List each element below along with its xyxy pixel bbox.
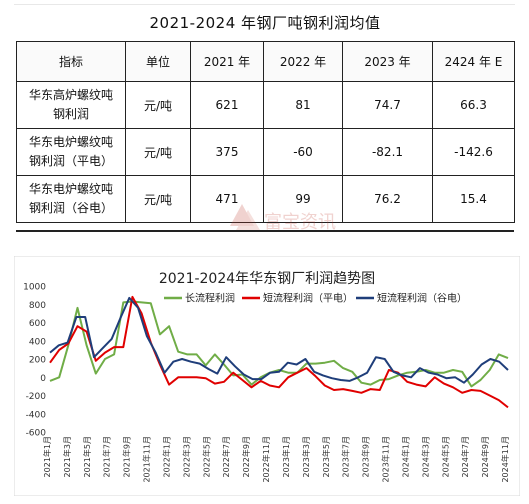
header-2021: 2021 年 [190,41,264,82]
watermark: 富宝资讯 [222,196,342,246]
y-tick-label: -400 [26,410,47,420]
x-tick-label: 2022年9月 [241,436,251,477]
profit-table: 指标 单位 2021 年 2022 年 2023 年 2424 年 E 华东高炉… [16,41,515,223]
x-axis: 2021年1月 2021年3月 2021年5月 2021年7月 2021年9月 2021年… [42,436,510,483]
legend-label: 长流程利润 [185,292,235,305]
indicator-line1: 华东高炉螺纹吨 [28,88,113,102]
x-tick-label: 2024年5月 [440,436,450,477]
x-tick-label: 2024年11月 [500,436,510,483]
x-tick-label: 2023年5月 [321,436,331,477]
value-cell: 74.7 [342,81,433,129]
x-tick-label: 2024年9月 [480,436,490,477]
indicator-line2: 钢利润（谷电） [28,201,113,215]
chart-svg: 2021-2024年华东钢厂利润趋势图 长流程利润 短流程利润（平电） 短流程利润（… [14,256,520,496]
y-axis: -600 -400 -200 0 200 400 600 800 1000 [23,283,46,439]
indicator-cell: 华东高炉螺纹吨 钢利润 [16,81,126,129]
x-tick-label: 2024年1月 [400,436,410,477]
x-tick-label: 2023年9月 [361,436,371,477]
x-tick-label: 2021年5月 [82,436,92,477]
value-cell: 375 [190,128,264,176]
value-cell: 66.3 [432,81,515,129]
value-cell: -60 [263,128,343,176]
x-tick-label: 2021年3月 [62,436,72,477]
table-header-row: 指标 单位 2021 年 2022 年 2023 年 2424 年 E [16,41,515,82]
x-tick-label: 2022年5月 [201,436,211,477]
value-cell: 99 [263,175,343,223]
x-tick-label: 2021年1月 [42,436,52,477]
header-indicator: 指标 [16,41,126,82]
value-cell: 15.4 [432,175,515,223]
x-tick-label: 2023年11月 [381,436,391,483]
table-row: 华东电炉螺纹吨 钢利润（谷电） 元/吨 471 99 76.2 15.4 [16,175,515,223]
y-tick-label: 200 [29,356,46,366]
table-title: 2021-2024 年钢厂吨钢利润均值 [149,14,381,32]
x-tick-label: 2022年3月 [181,436,191,477]
header-2023: 2023 年 [342,41,433,82]
header-2022: 2022 年 [263,41,343,82]
legend-label: 短流程利润（平电） [263,292,353,305]
unit-cell: 元/吨 [125,175,191,223]
header-unit: 单位 [125,41,191,82]
value-cell: 81 [263,81,343,129]
unit-cell: 元/吨 [125,128,191,176]
y-tick-label: 0 [40,374,46,384]
watermark-logo-icon [230,204,260,230]
x-tick-label: 2022年1月 [161,436,171,477]
x-tick-label: 2023年1月 [281,436,291,477]
y-tick-label: 800 [29,301,46,311]
top-divider [14,4,515,5]
x-tick-label: 2021年9月 [122,436,132,477]
x-tick-label: 2022年7月 [221,436,231,477]
indicator-line1: 华东电炉螺纹吨 [28,182,113,196]
indicator-cell: 华东电炉螺纹吨 钢利润（谷电） [16,175,126,223]
y-tick-label: 600 [29,319,46,329]
y-tick-label: -600 [26,429,47,439]
y-tick-label: 400 [29,337,46,347]
y-tick-label: -200 [26,392,47,402]
x-tick-label: 2021年7月 [102,436,112,477]
table-bottom-border [16,230,514,232]
indicator-line2: 钢利润（平电） [28,154,113,168]
x-tick-label: 2024年7月 [460,436,470,477]
x-tick-label: 2022年11月 [261,436,271,483]
series-line [49,295,509,409]
legend-label: 短流程利润（谷电） [377,292,467,305]
header-2024e: 2424 年 E [432,41,515,82]
chart-legend: 长流程利润 短流程利润（平电） 短流程利润（谷电） [164,292,467,305]
series-line [49,300,509,388]
table-row: 华东电炉螺纹吨 钢利润（平电） 元/吨 375 -60 -82.1 -142.6 [16,128,515,176]
indicator-cell: 华东电炉螺纹吨 钢利润（平电） [16,128,126,176]
indicator-line1: 华东电炉螺纹吨 [28,135,113,149]
table-row: 华东高炉螺纹吨 钢利润 元/吨 621 81 74.7 66.3 [16,81,515,129]
y-tick-label: 1000 [23,283,46,293]
x-tick-label: 2023年3月 [301,436,311,477]
value-cell: 76.2 [342,175,433,223]
watermark-text: 富宝资讯 [264,212,336,233]
unit-cell: 元/吨 [125,81,191,129]
x-tick-label: 2024年3月 [420,436,430,477]
series-line [49,296,509,384]
x-tick-label: 2021年11月 [142,436,152,483]
indicator-line2: 钢利润 [52,107,89,121]
x-tick-label: 2023年7月 [341,436,351,477]
chart-title: 2021-2024年华东钢厂利润趋势图 [159,271,375,287]
series-lines [49,295,509,409]
value-cell: -82.1 [342,128,433,176]
value-cell: -142.6 [432,128,515,176]
value-cell: 621 [190,81,264,129]
trend-chart: 2021-2024年华东钢厂利润趋势图 长流程利润 短流程利润（平电） 短流程利润（… [14,256,520,496]
